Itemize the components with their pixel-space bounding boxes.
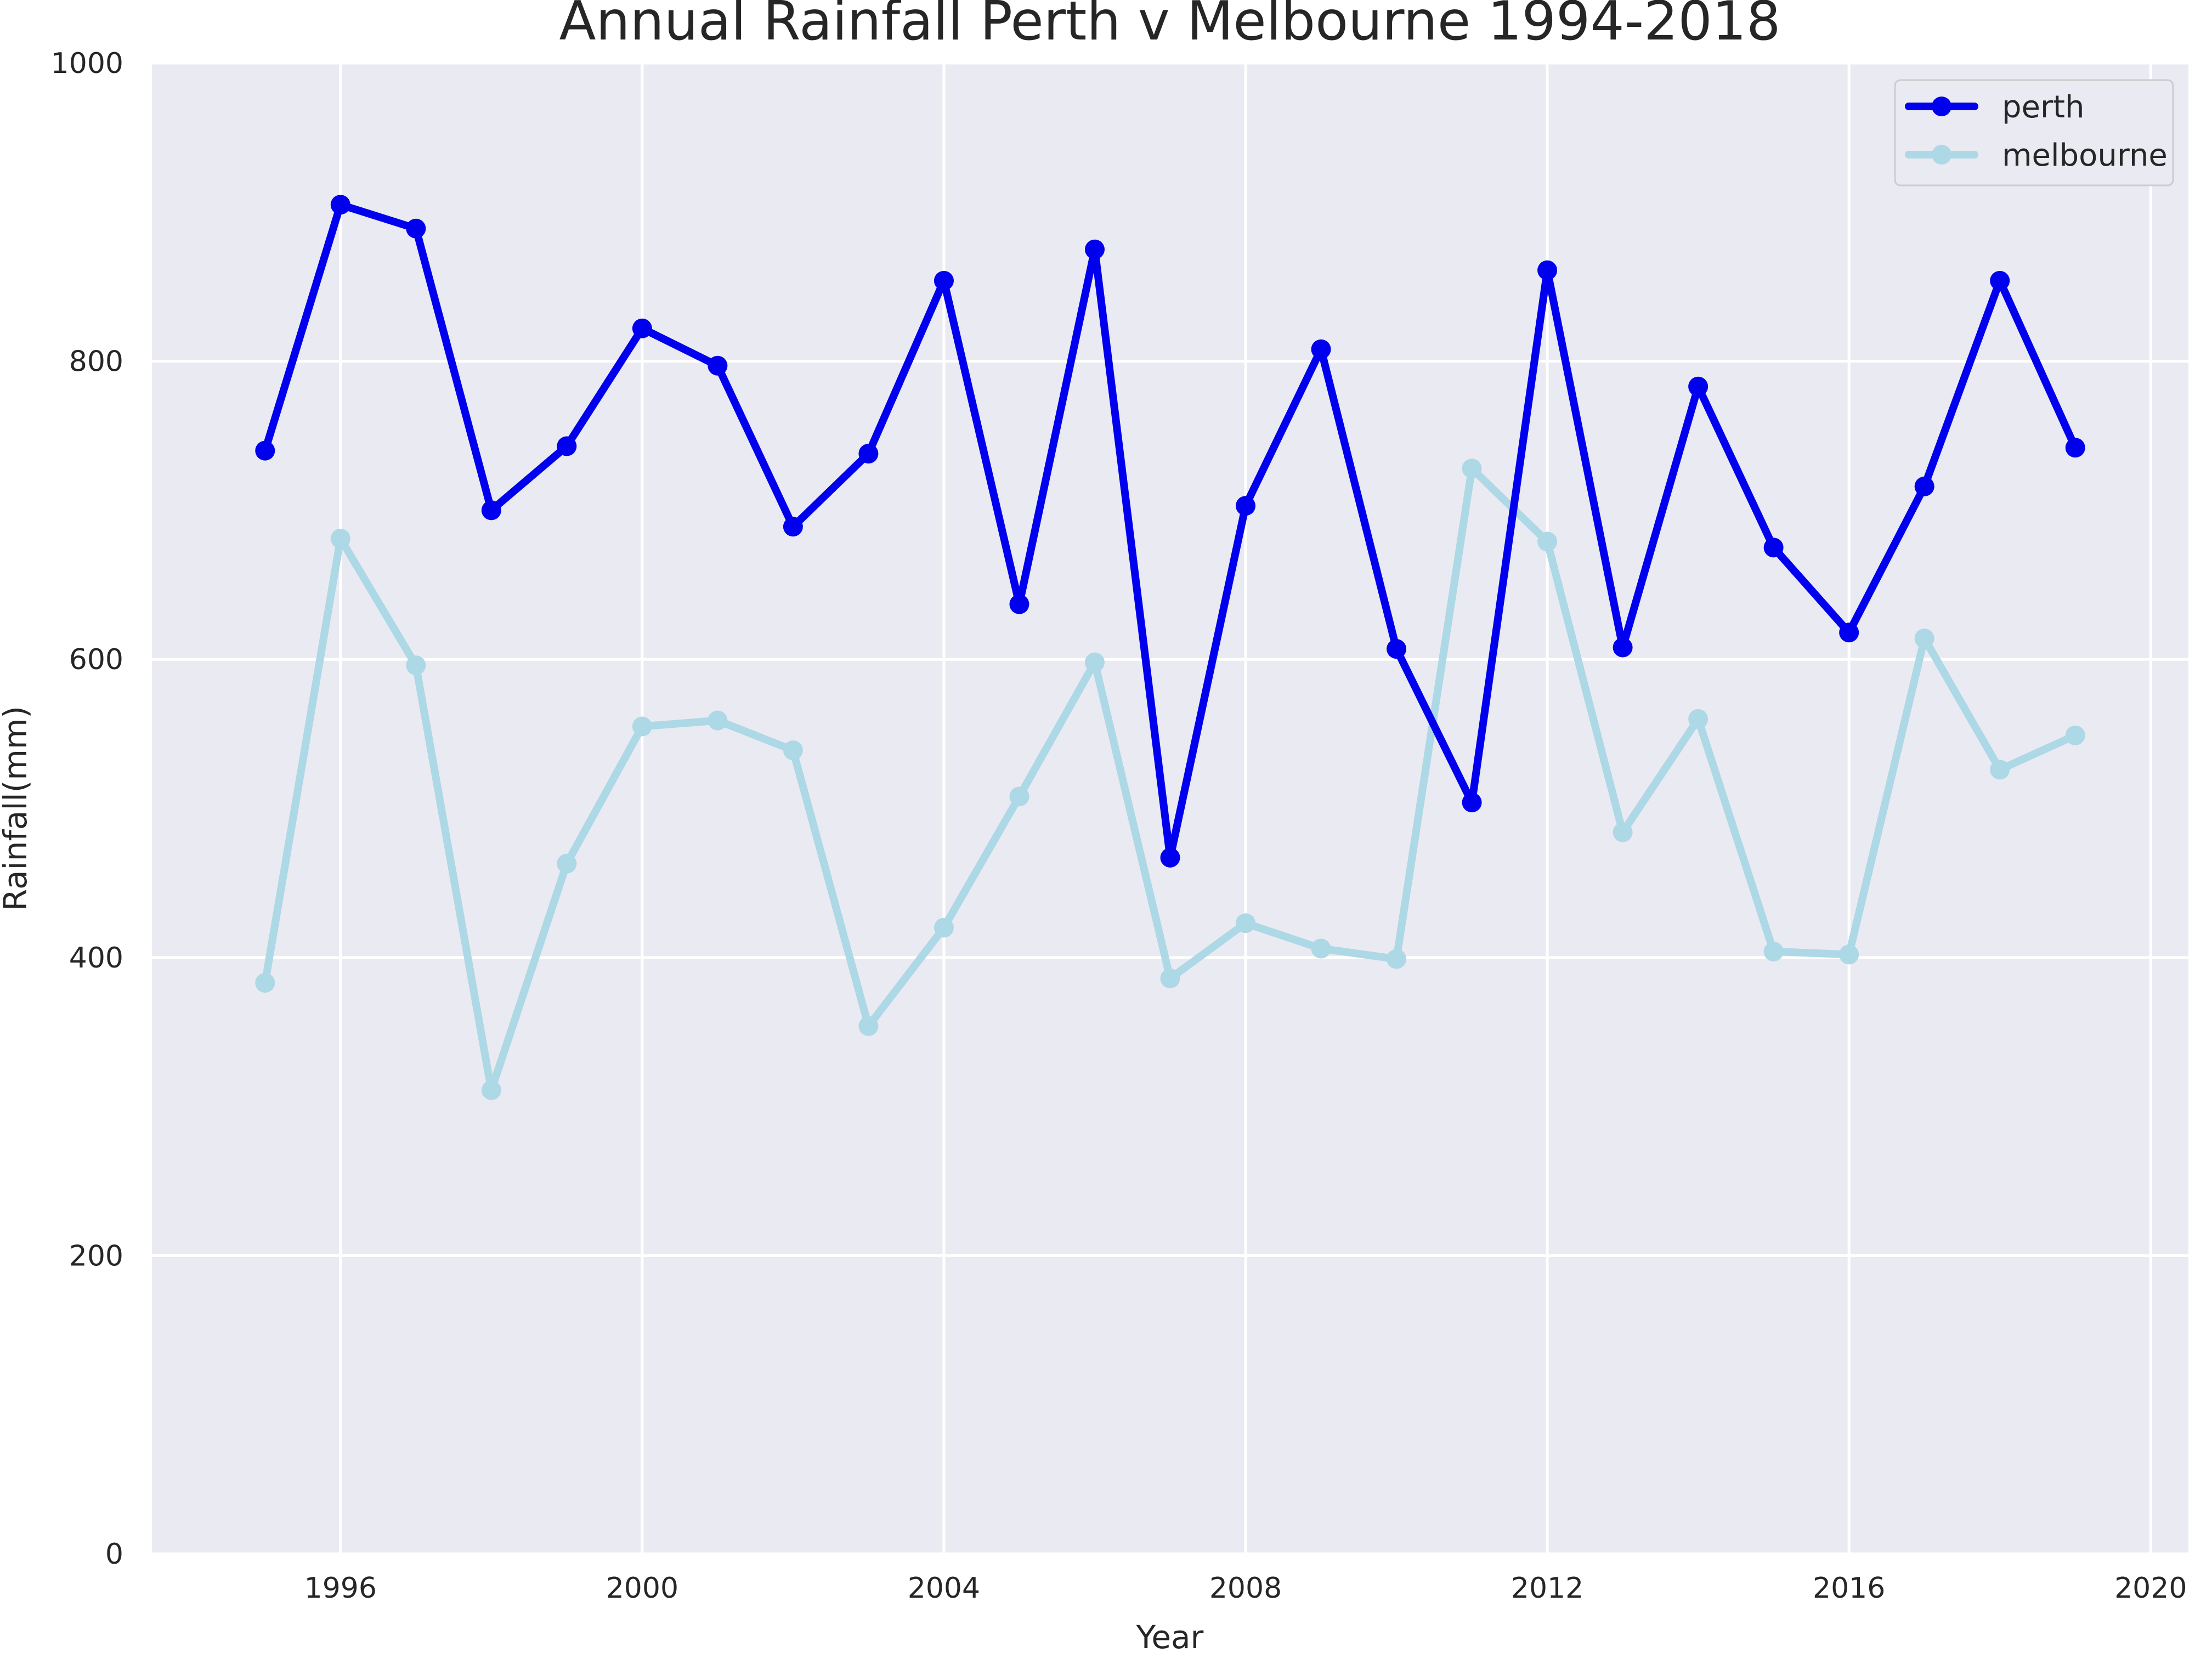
data-point-melbourne [1084,652,1105,672]
data-point-perth [557,436,577,456]
data-point-melbourne [2065,725,2085,745]
data-point-melbourne [255,973,275,993]
x-tick-label: 2000 [606,1572,678,1605]
y-tick-label: 1000 [51,47,123,80]
data-point-melbourne [1914,629,1934,649]
legend: perth melbourne [1894,79,2174,186]
data-point-perth [1387,639,1407,659]
data-point-perth [1688,376,1708,397]
data-point-melbourne [1009,786,1029,807]
x-axis-label: Year [1136,1619,1204,1656]
data-point-perth [330,195,350,215]
data-point-melbourne [406,655,426,676]
data-point-perth [1084,239,1105,259]
y-tick-label: 400 [69,942,123,975]
x-tick-labels: 1996 2000 2004 2008 2012 2016 2020 [304,1572,2187,1605]
data-point-perth [708,355,728,376]
data-point-perth [1236,496,1256,516]
data-point-perth [1839,623,1859,643]
data-point-melbourne [1688,709,1708,729]
data-point-melbourne [708,710,728,731]
data-point-melbourne [1160,968,1180,988]
data-point-perth [858,444,879,464]
data-point-melbourne [858,1016,879,1036]
data-point-melbourne [1387,949,1407,969]
data-point-melbourne [1462,459,1482,479]
legend-marker-perth [1932,97,1951,116]
data-point-melbourne [1763,941,1784,961]
data-series [255,195,2085,1100]
data-point-perth [2065,438,2085,458]
data-point-perth [1160,847,1180,868]
legend-label-perth: perth [2002,89,2084,125]
legend-label-melbourne: melbourne [2002,138,2168,173]
data-point-melbourne [783,740,803,760]
data-point-melbourne [330,529,350,549]
data-point-melbourne [557,853,577,874]
data-point-melbourne [1990,760,2010,780]
y-tick-label: 600 [69,643,123,676]
x-tick-label: 2016 [1813,1572,1885,1605]
data-point-perth [934,270,954,291]
data-point-perth [1613,637,1633,658]
data-point-melbourne [934,918,954,938]
y-tick-labels: 0 200 400 600 800 1000 [51,47,123,1571]
data-point-melbourne [632,716,652,737]
x-tick-label: 2008 [1209,1572,1282,1605]
series-perth [255,195,2085,868]
data-point-perth [1311,339,1331,359]
data-point-perth [783,517,803,537]
data-point-melbourne [1613,822,1633,842]
x-tick-label: 2004 [908,1572,980,1605]
y-axis-label: Rainfall(mm) [0,706,34,911]
y-tick-label: 200 [69,1240,123,1272]
legend-marker-melbourne [1932,145,1951,165]
x-tick-label: 2020 [2114,1572,2187,1605]
data-point-perth [1009,594,1029,614]
y-tick-label: 0 [105,1538,123,1571]
x-tick-label: 2012 [1511,1572,1583,1605]
data-point-perth [481,500,501,520]
data-point-perth [406,218,426,239]
data-point-melbourne [1311,938,1331,959]
data-point-perth [1990,270,2010,291]
series-melbourne [255,459,2085,1100]
data-point-perth [1763,537,1784,558]
data-point-melbourne [1839,944,1859,965]
data-point-perth [255,440,275,461]
y-tick-label: 800 [69,346,123,378]
data-point-melbourne [1537,531,1558,552]
data-point-perth [1537,260,1558,280]
data-point-melbourne [1236,913,1256,933]
data-point-perth [1914,476,1934,496]
data-point-perth [1462,793,1482,813]
data-point-melbourne [481,1080,501,1100]
x-tick-label: 1996 [304,1572,377,1605]
data-point-perth [632,318,652,338]
chart-title: Annual Rainfall Perth v Melbourne 1994-2… [559,0,1781,53]
